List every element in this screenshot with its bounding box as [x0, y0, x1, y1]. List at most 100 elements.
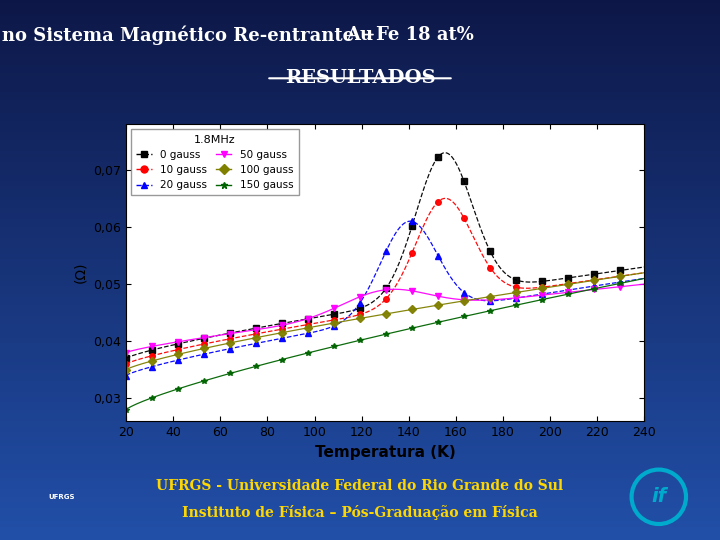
- Bar: [0, 383, 720, 386]
- Bar: [0, 440, 720, 443]
- Bar: [0, 437, 720, 440]
- Bar: [0, 518, 720, 521]
- Bar: [0, 113, 720, 116]
- Bar: [0, 475, 720, 478]
- Bar: [0, 508, 720, 510]
- Bar: [0, 532, 720, 535]
- Bar: [0, 356, 720, 359]
- Bar: [0, 526, 720, 529]
- Bar: [0, 516, 720, 518]
- Bar: [0, 0, 720, 3]
- Bar: [0, 478, 720, 481]
- Bar: [0, 265, 720, 267]
- Bar: [0, 159, 720, 162]
- Bar: [0, 286, 720, 289]
- Bar: [0, 213, 720, 216]
- Bar: [0, 165, 720, 167]
- Bar: [0, 76, 720, 78]
- Bar: [0, 35, 720, 38]
- Bar: [0, 30, 720, 32]
- Text: if: if: [651, 487, 667, 507]
- Bar: [0, 502, 720, 505]
- Bar: [0, 140, 720, 143]
- Bar: [0, 294, 720, 297]
- Bar: [0, 429, 720, 432]
- Bar: [0, 92, 720, 94]
- Bar: [0, 111, 720, 113]
- Bar: [0, 70, 720, 73]
- Text: Fe 18 at%: Fe 18 at%: [376, 26, 474, 44]
- Bar: [0, 16, 720, 19]
- Bar: [0, 305, 720, 308]
- Bar: [0, 481, 720, 483]
- Bar: [0, 146, 720, 148]
- Bar: [0, 362, 720, 364]
- Bar: [0, 246, 720, 248]
- Bar: [0, 418, 720, 421]
- Bar: [0, 8, 720, 11]
- Bar: [0, 232, 720, 235]
- Bar: [0, 267, 720, 270]
- Bar: [0, 243, 720, 246]
- Bar: [0, 273, 720, 275]
- Bar: [0, 402, 720, 405]
- Bar: [0, 254, 720, 256]
- Bar: [0, 300, 720, 302]
- Bar: [0, 5, 720, 8]
- Bar: [0, 432, 720, 435]
- Bar: [0, 454, 720, 456]
- Bar: [0, 392, 720, 394]
- Bar: [0, 278, 720, 281]
- Bar: [0, 340, 720, 343]
- Bar: [0, 329, 720, 332]
- Bar: [0, 24, 720, 27]
- Bar: [0, 19, 720, 22]
- Bar: [0, 327, 720, 329]
- Bar: [0, 38, 720, 40]
- Bar: [0, 505, 720, 508]
- Bar: [0, 143, 720, 146]
- Bar: [0, 346, 720, 348]
- Bar: [0, 192, 720, 194]
- Bar: [0, 32, 720, 35]
- Bar: [0, 89, 720, 92]
- Bar: [0, 189, 720, 192]
- Bar: [0, 335, 720, 338]
- Bar: [0, 472, 720, 475]
- Bar: [0, 178, 720, 181]
- Bar: [0, 238, 720, 240]
- Bar: [0, 375, 720, 378]
- Bar: [0, 400, 720, 402]
- Bar: [0, 462, 720, 464]
- Bar: [0, 424, 720, 427]
- Bar: [0, 364, 720, 367]
- Bar: [0, 138, 720, 140]
- Legend: 0 gauss, 10 gauss, 20 gauss, 50 gauss, 100 gauss, 150 gauss: 0 gauss, 10 gauss, 20 gauss, 50 gauss, 1…: [131, 130, 299, 195]
- Bar: [0, 49, 720, 51]
- Bar: [0, 408, 720, 410]
- X-axis label: Temperatura (K): Temperatura (K): [315, 444, 456, 460]
- Bar: [0, 491, 720, 494]
- Bar: [0, 381, 720, 383]
- Bar: [0, 173, 720, 176]
- Bar: [0, 22, 720, 24]
- Bar: [0, 405, 720, 408]
- Bar: [0, 413, 720, 416]
- Bar: [0, 370, 720, 373]
- Bar: [0, 497, 720, 500]
- Text: UFRGS: UFRGS: [48, 494, 74, 500]
- Bar: [0, 308, 720, 310]
- Bar: [0, 421, 720, 424]
- Bar: [0, 489, 720, 491]
- Bar: [0, 494, 720, 497]
- Bar: [0, 240, 720, 243]
- Bar: [0, 324, 720, 327]
- Text: Au: Au: [346, 26, 374, 44]
- Bar: [0, 537, 720, 540]
- Bar: [0, 108, 720, 111]
- Bar: [0, 500, 720, 502]
- Text: Impedância no Sistema Magnético Re-entrante: Impedância no Sistema Magnético Re-entra…: [0, 25, 360, 45]
- Bar: [0, 443, 720, 445]
- Bar: [0, 208, 720, 211]
- Bar: [0, 321, 720, 324]
